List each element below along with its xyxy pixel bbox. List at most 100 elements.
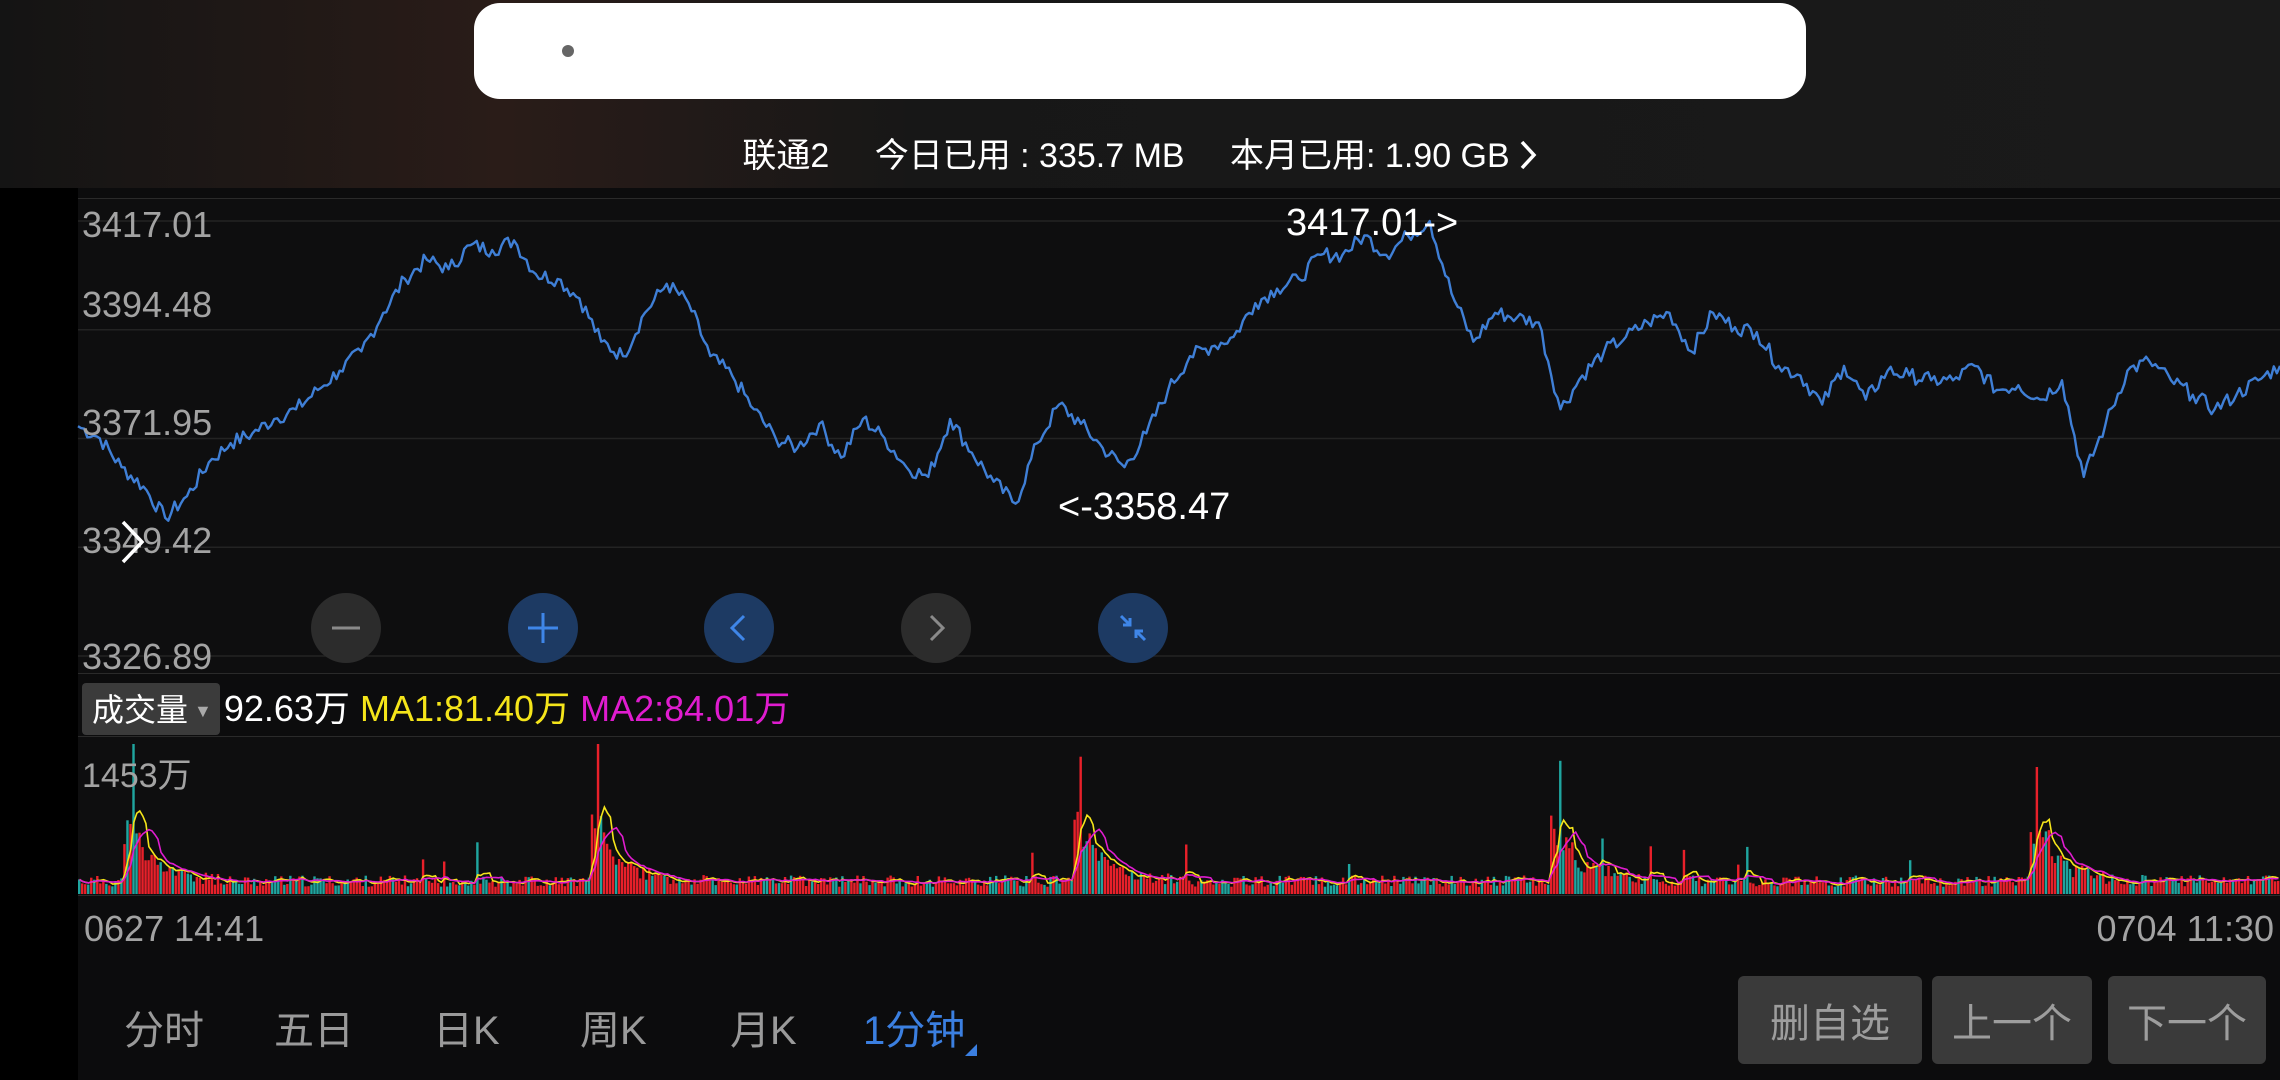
volume-bar xyxy=(319,878,322,894)
volume-bar xyxy=(913,884,916,894)
volume-bar xyxy=(1468,885,1471,894)
tab-five-day[interactable]: 五日 xyxy=(274,1009,354,1053)
volume-bar xyxy=(961,885,965,894)
volume-bar xyxy=(952,883,956,894)
volume-bar xyxy=(252,878,256,894)
volume-bar xyxy=(84,884,87,894)
volume-bar xyxy=(1326,880,1330,894)
volume-bar xyxy=(138,832,141,894)
volume-bar xyxy=(2195,882,2198,894)
expand-chevron-icon[interactable] xyxy=(118,518,148,566)
volume-bar xyxy=(1631,881,1634,894)
data-usage-row[interactable]: 联通2 今日已用 : 335.7 MB 本月已用: 1.90 GB xyxy=(0,128,2280,177)
volume-bar xyxy=(430,882,434,894)
volume-bar xyxy=(473,884,476,894)
volume-bar xyxy=(219,883,223,894)
volume-bar xyxy=(1740,881,1743,894)
scroll-left-button[interactable] xyxy=(704,593,774,663)
volume-bar xyxy=(494,886,497,894)
volume-bar xyxy=(1972,880,1975,894)
volume-bar xyxy=(630,861,633,894)
volume-bar xyxy=(2267,875,2271,894)
volume-bar xyxy=(2261,876,2265,894)
price-chart-panel[interactable] xyxy=(77,198,2280,674)
volume-bar xyxy=(1175,881,1179,894)
volume-bar xyxy=(1685,876,1689,894)
volume-bar xyxy=(274,876,277,894)
volume-bar xyxy=(2080,865,2084,894)
volume-bar xyxy=(1764,879,1767,894)
volume-bar xyxy=(735,884,738,894)
volume-bar xyxy=(850,879,853,894)
volume-bar xyxy=(449,882,452,894)
volume-bar xyxy=(2050,856,2054,894)
volume-bar xyxy=(1335,885,1339,894)
remove-watchlist-button[interactable]: 删自选 xyxy=(1738,976,1922,1064)
volume-bar xyxy=(750,881,754,894)
volume-bar xyxy=(1372,879,1375,894)
volume-bar xyxy=(1957,878,1960,894)
search-bar[interactable] xyxy=(474,3,1806,99)
volume-bar xyxy=(1350,875,1354,894)
zoom-out-button[interactable] xyxy=(311,593,381,663)
volume-bar xyxy=(1580,871,1583,894)
volume-bar xyxy=(2086,868,2090,894)
volume-bar xyxy=(690,884,693,894)
volume-bar xyxy=(1791,886,1794,894)
volume-bar xyxy=(2234,879,2238,894)
tab-one-minute[interactable]: 1分钟 xyxy=(863,998,978,1056)
volume-bar xyxy=(144,860,147,894)
volume-bar xyxy=(1942,886,1945,894)
reset-zoom-button[interactable] xyxy=(1098,593,1168,663)
volume-bar xyxy=(183,869,186,894)
volume-bar xyxy=(334,885,337,894)
volume-bar xyxy=(231,881,235,894)
volume-bar xyxy=(1260,876,1263,894)
volume-bar xyxy=(1263,886,1266,894)
volume-bar xyxy=(1655,879,1659,894)
volume-bar xyxy=(1106,859,1110,894)
volume-bar xyxy=(346,879,349,894)
next-stock-button[interactable]: 下一个 xyxy=(2108,976,2266,1064)
volume-bar xyxy=(1230,886,1233,894)
volume-bar xyxy=(949,883,953,894)
volume-bar xyxy=(400,884,404,894)
volume-bar xyxy=(1833,886,1836,894)
volume-bar xyxy=(1709,880,1713,894)
previous-stock-button[interactable]: 上一个 xyxy=(1932,976,2092,1064)
volume-bar xyxy=(1598,865,1601,894)
volume-bar xyxy=(2216,882,2220,894)
tab-monthly-k[interactable]: 月K xyxy=(730,1009,797,1053)
volume-bar xyxy=(841,876,844,894)
volume-bar xyxy=(1899,877,1903,894)
volume-chart-panel[interactable] xyxy=(78,736,2280,896)
volume-bar xyxy=(1788,878,1791,894)
volume-bar xyxy=(1540,879,1544,894)
volume-bar xyxy=(964,878,968,894)
tab-intraday[interactable]: 分时 xyxy=(124,1009,204,1053)
scroll-right-button[interactable] xyxy=(901,593,971,663)
volume-bar xyxy=(2035,767,2039,894)
volume-bar xyxy=(99,883,102,894)
tab-weekly-k[interactable]: 周K xyxy=(580,1009,647,1053)
tab-daily-k[interactable]: 日K xyxy=(433,1009,500,1053)
volume-bar xyxy=(1842,886,1846,894)
volume-bar xyxy=(639,878,642,894)
volume-bar xyxy=(919,885,923,894)
volume-bar xyxy=(925,881,929,894)
volume-bar xyxy=(388,875,392,894)
volume-bar xyxy=(2159,877,2162,894)
volume-bar xyxy=(141,847,144,894)
volume-bar xyxy=(636,867,639,894)
volume-bar xyxy=(2177,882,2180,894)
volume-bar xyxy=(1857,880,1861,894)
volume-bar xyxy=(1628,876,1631,894)
volume-bar xyxy=(1209,881,1212,894)
volume-bar xyxy=(1094,848,1097,894)
volume-bar xyxy=(2207,882,2211,894)
volume-bar xyxy=(1664,883,1668,894)
indicator-selector[interactable]: 成交量 ▼ xyxy=(82,683,220,735)
tab-corner-marker xyxy=(965,1044,978,1056)
zoom-in-button[interactable] xyxy=(508,593,578,663)
volume-bar xyxy=(262,885,265,894)
